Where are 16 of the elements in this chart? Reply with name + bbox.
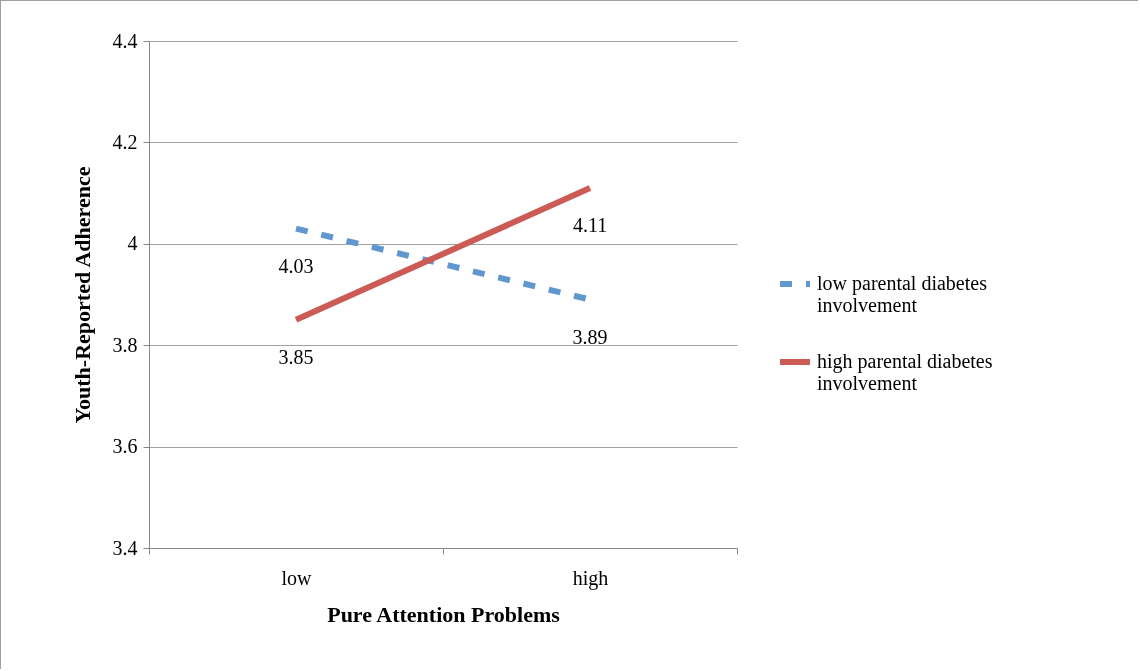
legend-label: low parental diabetes involvement [817, 272, 988, 316]
x-tick-label: low [281, 566, 313, 589]
y-tick-label: 3.8 [112, 333, 138, 356]
legend-label: high parental diabetes involvement [817, 350, 993, 394]
data-label: 3.89 [572, 325, 608, 348]
data-label: 3.85 [278, 345, 314, 368]
y-tick-label: 4 [127, 232, 138, 255]
y-tick-label: 3.6 [112, 435, 138, 458]
y-tick-label: 3.4 [112, 536, 138, 559]
data-label: 4.11 [572, 214, 608, 237]
data-label: 4.03 [278, 254, 314, 277]
y-axis-title: Youth-Reported Adherence [69, 166, 95, 424]
y-tick-label: 4.2 [112, 130, 138, 153]
x-axis-title: Pure Attention Problems [327, 601, 561, 627]
x-tick-label: high [572, 566, 609, 590]
y-tick-label: 4.4 [112, 29, 138, 52]
